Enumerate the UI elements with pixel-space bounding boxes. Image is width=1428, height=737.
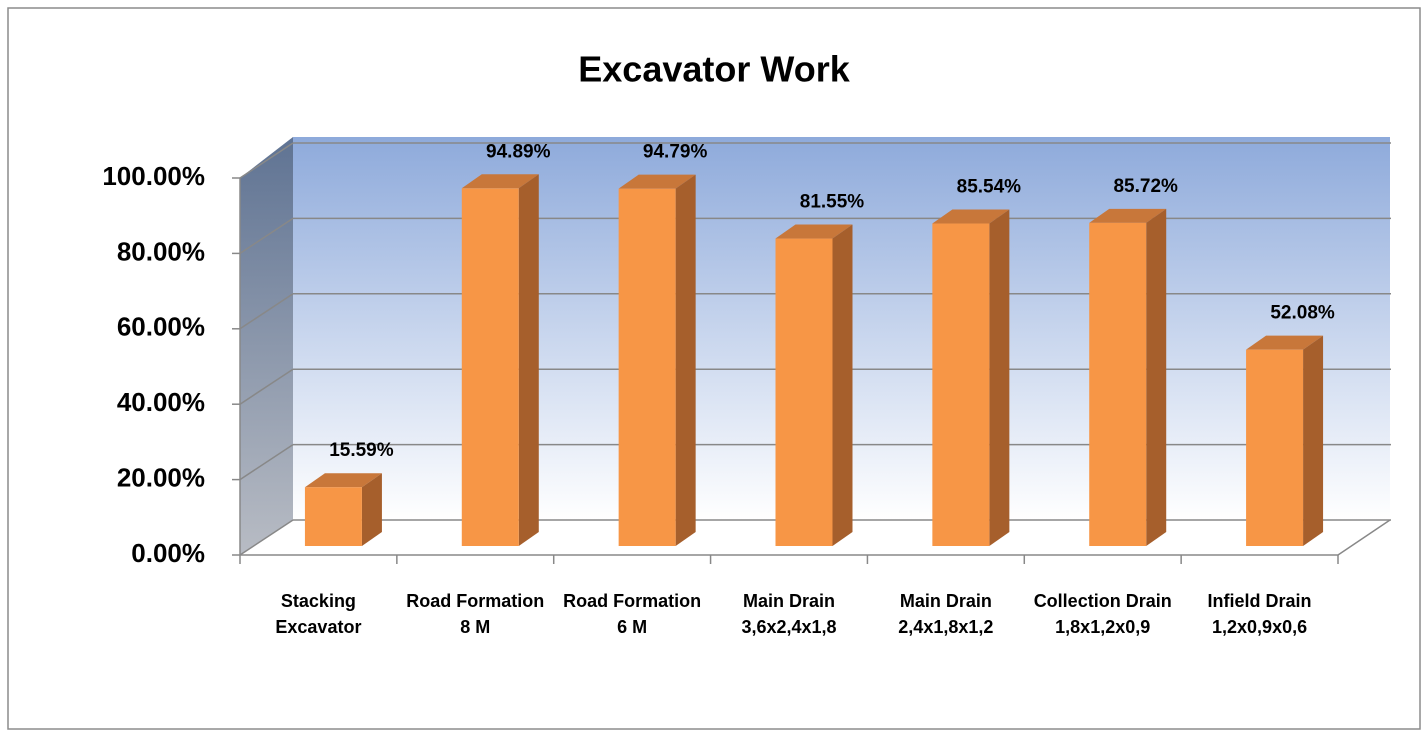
bar-top <box>775 224 853 239</box>
y-tick-label: 0.00% <box>131 538 205 568</box>
bar-side <box>518 174 539 546</box>
x-tick-label: Road Formation 8 M <box>406 591 545 637</box>
y-tick-label: 40.00% <box>117 387 205 417</box>
bar <box>775 238 833 546</box>
bar <box>1246 349 1304 546</box>
y-tick-label: 80.00% <box>117 236 205 266</box>
bar-side <box>1303 335 1324 546</box>
bar-side <box>832 224 853 546</box>
data-label: 52.08% <box>1270 303 1335 324</box>
x-tick-label: Main Drain 2,4x1,8x1,2 <box>898 591 994 637</box>
data-label: 85.54% <box>957 177 1022 198</box>
grid-line <box>239 443 294 481</box>
grid-line <box>239 293 294 330</box>
data-label: 81.55% <box>800 192 865 213</box>
data-label: 94.89% <box>486 141 551 162</box>
x-tick-label: Main Drain 3,6x2,4x1,8 <box>741 591 837 637</box>
x-tick-label: Infield Drain 1,2x0,9x0,6 <box>1207 591 1312 637</box>
data-label: 94.79% <box>643 142 708 163</box>
chart-title: Excavator Work <box>578 49 850 90</box>
bar-top <box>1246 335 1324 350</box>
bar-side <box>361 473 382 546</box>
bar-top <box>618 174 696 189</box>
x-tick-label: Stacking Excavator <box>275 591 362 637</box>
y-tick-label: 100.00% <box>102 161 205 191</box>
bar-top <box>304 473 382 488</box>
bar <box>618 188 676 546</box>
grid-line <box>239 142 294 179</box>
bar-top <box>932 209 1010 224</box>
y-tick-label: 20.00% <box>117 462 205 492</box>
y-tick-label: 60.00% <box>117 312 205 342</box>
x-tick-label: Collection Drain 1,8x1,2x0,9 <box>1033 591 1172 637</box>
bar <box>461 188 519 546</box>
bar-side <box>1146 208 1167 546</box>
bar <box>932 223 990 546</box>
side-wall <box>240 137 293 555</box>
bar-top <box>1089 208 1167 223</box>
bar-side <box>675 174 696 546</box>
data-label: 15.59% <box>329 440 394 461</box>
grid-line <box>239 519 294 556</box>
x-tick-label: Road Formation 6 M <box>563 591 702 637</box>
bar-side <box>989 209 1010 546</box>
bar-top <box>461 174 539 189</box>
grid-line <box>239 217 294 255</box>
bar <box>1089 222 1147 546</box>
grid-line <box>239 368 294 405</box>
bar <box>304 487 362 546</box>
data-label: 85.72% <box>1113 176 1178 197</box>
